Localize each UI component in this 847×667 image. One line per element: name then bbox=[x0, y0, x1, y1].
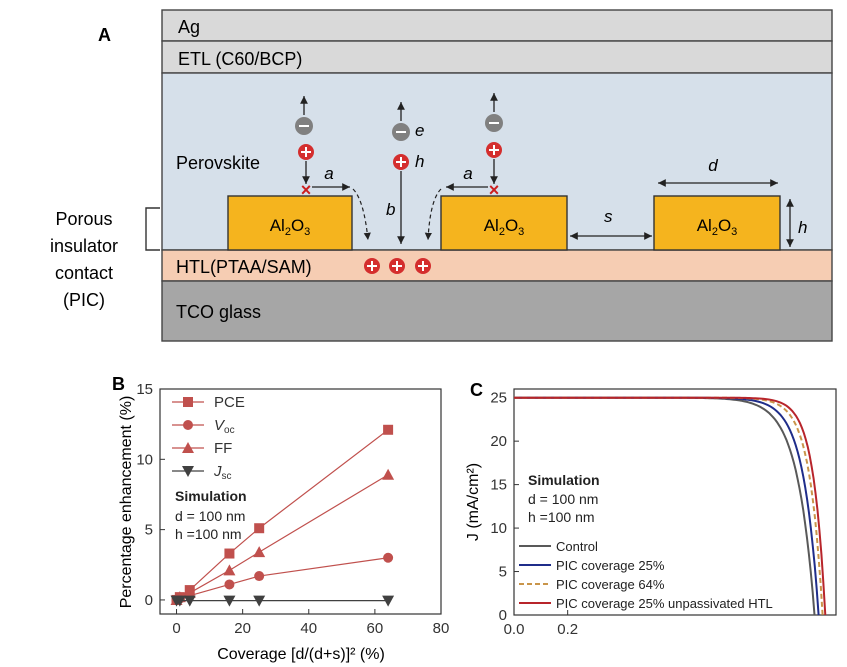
ag-layer bbox=[161, 9, 833, 42]
chart-b-point bbox=[183, 397, 193, 407]
chart-b-point bbox=[183, 595, 196, 607]
svg-text:Al2O3: Al2O3 bbox=[484, 216, 525, 238]
pic-label-line3: contact bbox=[55, 263, 113, 283]
chart-b-point bbox=[382, 595, 395, 607]
pic-label-line4: (PIC) bbox=[63, 290, 105, 310]
chart-c-xtick-label: 0.0 bbox=[504, 621, 525, 638]
chart-c-ytick-label: 15 bbox=[490, 477, 507, 494]
etl-layer bbox=[161, 40, 833, 74]
panel-a-label: A bbox=[98, 25, 111, 45]
chart-b-point bbox=[253, 595, 266, 607]
chart-b-xtick-label: 60 bbox=[367, 620, 384, 637]
label-h: h bbox=[798, 218, 807, 237]
chart-b-point bbox=[183, 586, 196, 598]
carrier-group-2 bbox=[392, 102, 410, 244]
chart-b-legend-label: PCE bbox=[214, 394, 245, 411]
pic-label-line2: insulator bbox=[50, 236, 118, 256]
chart-b-point bbox=[254, 571, 265, 582]
chart-b-point bbox=[383, 552, 394, 563]
chart-b-point bbox=[253, 546, 266, 558]
al2o3-block: Al2O3 bbox=[440, 195, 568, 251]
label-a-right: a bbox=[463, 164, 472, 183]
chart-b-point bbox=[182, 466, 194, 477]
chart-c-legend-label: PIC coverage 25% unpassivated HTL bbox=[556, 596, 773, 611]
label-d: d bbox=[708, 156, 718, 175]
chart-c-legend-label: PIC coverage 64% bbox=[556, 577, 665, 592]
chart-b-point bbox=[223, 564, 236, 576]
chart-b-xlabel: Coverage [d/(d+s)]² (%) bbox=[217, 646, 385, 663]
chart-b-xtick-label: 20 bbox=[234, 620, 251, 637]
chart-b: 0 20 40 60 80 0 5 10 15 PCE Voc FF Jsc Simulation d = … bbox=[136, 381, 449, 637]
tco-layer bbox=[161, 280, 833, 342]
panel-c-label: C bbox=[470, 380, 483, 400]
chart-b-xtick-label: 80 bbox=[433, 620, 450, 637]
chart-c-sim-line: d = 100 nm bbox=[528, 491, 598, 507]
chart-b-ytick-label: 10 bbox=[136, 451, 153, 468]
label-h-carrier: h bbox=[415, 152, 424, 171]
chart-c-ytick-label: 25 bbox=[490, 390, 507, 407]
carrier-group-1: × bbox=[295, 96, 371, 241]
tco-label: TCO glass bbox=[176, 302, 261, 322]
svg-text:Al2O3: Al2O3 bbox=[270, 216, 311, 238]
etl-label: ETL (C60/BCP) bbox=[178, 49, 302, 69]
chart-b-point bbox=[183, 420, 193, 430]
chart-b-point bbox=[383, 424, 394, 435]
chart-b-sim-title: Simulation bbox=[175, 488, 247, 504]
label-a-left: a bbox=[324, 164, 333, 183]
htl-holes bbox=[364, 258, 431, 274]
chart-c-series-line bbox=[514, 396, 827, 616]
chart-c-ytick-label: 10 bbox=[490, 520, 507, 537]
chart-b-legend-label: Voc bbox=[214, 417, 235, 436]
chart-b-point bbox=[224, 579, 235, 590]
chart-b-sim-line: d = 100 nm bbox=[175, 508, 245, 524]
blocked-x-icon: × bbox=[301, 180, 312, 200]
chart-c-frame bbox=[513, 388, 837, 616]
chart-b-series-line bbox=[176, 557, 389, 601]
panel-b-label: B bbox=[112, 374, 125, 394]
chart-b-sim-line: h =100 nm bbox=[175, 526, 242, 542]
chart-c-xtick-label: 0.2 bbox=[557, 621, 578, 638]
label-b: b bbox=[386, 200, 395, 219]
chart-b-point bbox=[173, 595, 186, 607]
chart-b-point bbox=[223, 595, 236, 607]
chart-c-legend-label: PIC coverage 25% bbox=[556, 558, 665, 573]
blocked-x-icon: × bbox=[489, 180, 500, 200]
al2o3-block: Al2O3 bbox=[227, 195, 353, 251]
chart-b-point bbox=[224, 548, 235, 559]
chart-b-ytick-label: 15 bbox=[136, 381, 153, 398]
chart-c-ytick-label: 0 bbox=[499, 607, 507, 624]
chart-b-ytick-label: 0 bbox=[145, 592, 153, 609]
al2o3-block: Al2O3 bbox=[653, 195, 781, 251]
chart-c-sim-line: h =100 nm bbox=[528, 509, 595, 525]
chart-c-ytick-label: 5 bbox=[499, 564, 507, 581]
ag-label: Ag bbox=[178, 17, 200, 37]
chart-c-legend-label: Control bbox=[556, 539, 598, 554]
chart-c-sim-title: Simulation bbox=[528, 472, 600, 488]
chart-b-xtick-label: 40 bbox=[300, 620, 317, 637]
label-e: e bbox=[415, 121, 424, 140]
pic-bracket bbox=[145, 207, 160, 251]
chart-b-legend-label: FF bbox=[214, 440, 232, 457]
chart-c-ylabel: J (mA/cm²) bbox=[465, 463, 482, 541]
perovskite-label: Perovskite bbox=[176, 153, 260, 173]
svg-text:Al2O3: Al2O3 bbox=[697, 216, 738, 238]
chart-b-xtick-label: 0 bbox=[172, 620, 180, 637]
label-s: s bbox=[604, 207, 613, 226]
chart-c: 0 5 10 15 20 25 0.0 0.2 Simulation d = 100 nm h =1… bbox=[490, 388, 837, 638]
chart-c-ytick-label: 20 bbox=[490, 433, 507, 450]
pic-label-line1: Porous bbox=[55, 209, 112, 229]
chart-b-legend-label: Jsc bbox=[213, 463, 232, 482]
chart-b-ylabel: Percentage enhancement (%) bbox=[118, 396, 135, 609]
carrier-group-3: × bbox=[424, 93, 503, 241]
chart-b-point bbox=[182, 442, 194, 453]
chart-b-ytick-label: 5 bbox=[145, 522, 153, 539]
chart-b-point bbox=[382, 468, 395, 480]
chart-b-point bbox=[254, 523, 265, 534]
htl-label: HTL(PTAA/SAM) bbox=[176, 257, 312, 277]
chart-b-frame bbox=[159, 388, 442, 615]
